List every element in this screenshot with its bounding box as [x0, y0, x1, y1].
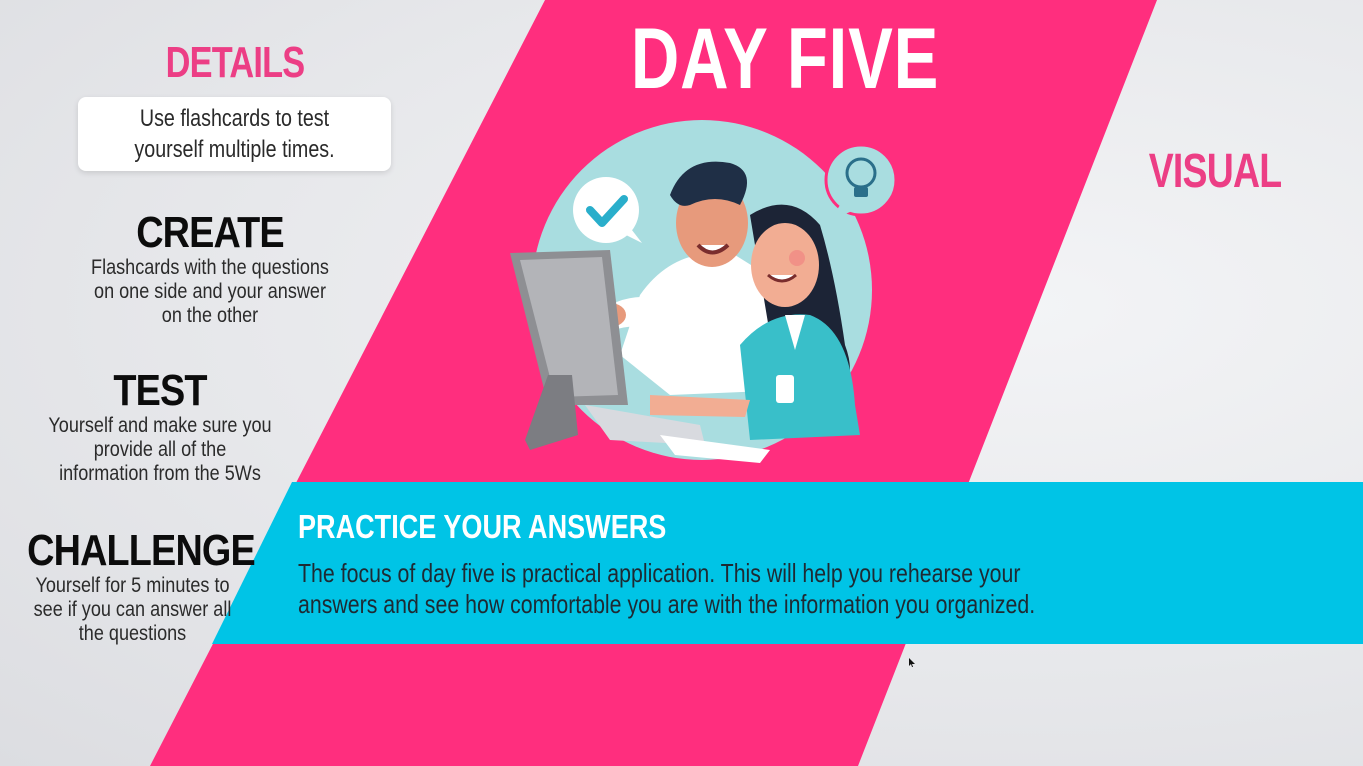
details-text: Use flashcards to test yourself multiple… — [134, 105, 335, 163]
lightbulb-bubble-icon — [824, 143, 898, 221]
step-create: CREATE Flashcards with the questions on … — [70, 210, 350, 328]
page-title: DAY FIVE — [630, 11, 940, 107]
step-heading: CREATE — [136, 208, 284, 257]
practice-heading: PRACTICE YOUR ANSWERS — [298, 508, 667, 545]
step-heading: CHALLENGE — [27, 526, 256, 575]
step-test: TEST Yourself and make sure you provide … — [30, 368, 290, 486]
step-text: Flashcards with the questions on one sid… — [91, 256, 329, 327]
practice-text: The focus of day five is practical appli… — [298, 558, 1036, 619]
step-challenge: CHALLENGE Yourself for 5 minutes to see … — [10, 526, 256, 646]
details-heading: DETAILS — [165, 38, 306, 87]
visual-heading: VISUAL — [1148, 145, 1282, 198]
step-heading: TEST — [113, 366, 207, 415]
step-text: Yourself for 5 minutes to see if you can… — [33, 574, 232, 645]
details-card: Use flashcards to test yourself multiple… — [78, 97, 391, 171]
step-text: Yourself and make sure you provide all o… — [48, 414, 272, 485]
mouse-cursor-icon — [909, 658, 915, 667]
cyan-banner — [212, 482, 1363, 644]
people-at-computer-illustration — [510, 120, 898, 463]
check-bubble-icon — [573, 177, 642, 243]
computer-monitor-icon — [510, 250, 770, 463]
